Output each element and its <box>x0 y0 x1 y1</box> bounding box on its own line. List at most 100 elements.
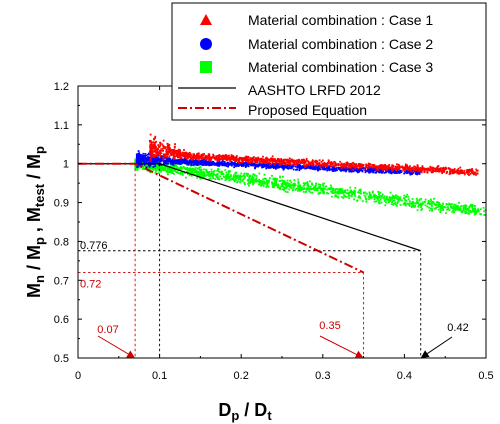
data-point <box>239 156 241 159</box>
data-point <box>331 188 334 190</box>
data-point <box>307 188 310 190</box>
data-point <box>373 166 375 169</box>
data-point <box>409 171 412 173</box>
data-point <box>184 154 187 157</box>
data-point <box>340 169 343 171</box>
data-point <box>347 167 350 170</box>
data-point <box>303 183 306 186</box>
data-point <box>231 158 233 161</box>
data-point <box>305 188 308 191</box>
data-point <box>413 169 415 172</box>
data-point <box>175 155 178 157</box>
data-point <box>409 165 411 168</box>
data-point <box>342 190 345 193</box>
data-point <box>471 170 474 173</box>
data-point <box>376 198 379 201</box>
data-point <box>160 156 163 158</box>
data-point <box>289 160 291 163</box>
data-point <box>199 177 202 180</box>
data-point <box>353 169 356 172</box>
data-point <box>288 157 291 160</box>
data-point <box>239 177 242 179</box>
data-point <box>229 176 232 179</box>
data-point <box>300 162 303 164</box>
data-point <box>364 191 367 194</box>
data-point <box>266 181 269 184</box>
data-point <box>245 163 248 166</box>
data-point <box>294 184 297 187</box>
data-point <box>194 156 197 159</box>
data-point <box>292 165 295 168</box>
data-point <box>436 201 438 204</box>
data-point <box>173 169 176 172</box>
data-point <box>373 164 376 166</box>
data-point <box>162 156 165 159</box>
data-point <box>236 181 239 184</box>
data-point <box>392 200 394 202</box>
data-point <box>317 164 320 167</box>
data-point <box>404 171 406 174</box>
data-point <box>250 164 252 167</box>
data-point <box>448 173 451 175</box>
data-point <box>343 194 345 197</box>
data-point <box>175 149 178 152</box>
data-point <box>263 160 266 162</box>
data-point <box>257 157 260 160</box>
data-point <box>230 157 233 160</box>
data-point <box>205 161 208 164</box>
data-point <box>416 164 419 167</box>
data-point <box>299 166 302 169</box>
data-point <box>183 160 186 163</box>
data-point <box>311 184 314 186</box>
data-point <box>342 168 345 171</box>
data-point <box>152 146 155 149</box>
data-point <box>356 169 358 172</box>
data-point <box>353 163 355 165</box>
data-point <box>311 167 314 170</box>
data-point <box>135 156 138 158</box>
data-point <box>469 173 472 175</box>
data-point <box>386 168 388 170</box>
data-point <box>388 196 391 199</box>
data-point <box>460 209 463 212</box>
data-point <box>340 169 342 172</box>
data-point <box>142 158 145 161</box>
data-point <box>390 170 392 173</box>
data-point <box>383 167 386 170</box>
y-tick-label: 0.6 <box>54 314 69 326</box>
data-point <box>158 165 160 168</box>
data-point <box>158 158 161 161</box>
data-point <box>349 168 352 171</box>
data-point <box>162 145 165 148</box>
data-point <box>298 186 301 189</box>
data-point <box>420 209 423 211</box>
data-point <box>437 168 439 170</box>
data-point <box>453 203 456 206</box>
data-point <box>469 205 472 207</box>
data-point <box>166 155 169 158</box>
data-point <box>175 162 178 164</box>
data-point <box>283 183 285 185</box>
data-point <box>434 204 437 206</box>
data-point <box>398 167 401 170</box>
data-point <box>162 169 165 172</box>
data-point <box>196 153 199 156</box>
data-point <box>362 200 364 203</box>
data-point <box>242 174 245 177</box>
data-point <box>168 168 171 171</box>
data-point <box>248 184 250 187</box>
data-point <box>168 160 171 163</box>
arrow-head <box>420 350 430 358</box>
data-point <box>167 150 169 153</box>
data-point <box>330 184 332 187</box>
data-point <box>455 205 458 207</box>
data-point <box>159 142 162 145</box>
data-point <box>465 212 468 214</box>
data-point <box>177 148 180 151</box>
data-point <box>319 164 322 167</box>
data-point <box>387 170 390 173</box>
data-point <box>353 198 356 201</box>
data-point <box>229 170 232 173</box>
data-point <box>377 197 379 200</box>
data-point <box>138 165 140 167</box>
